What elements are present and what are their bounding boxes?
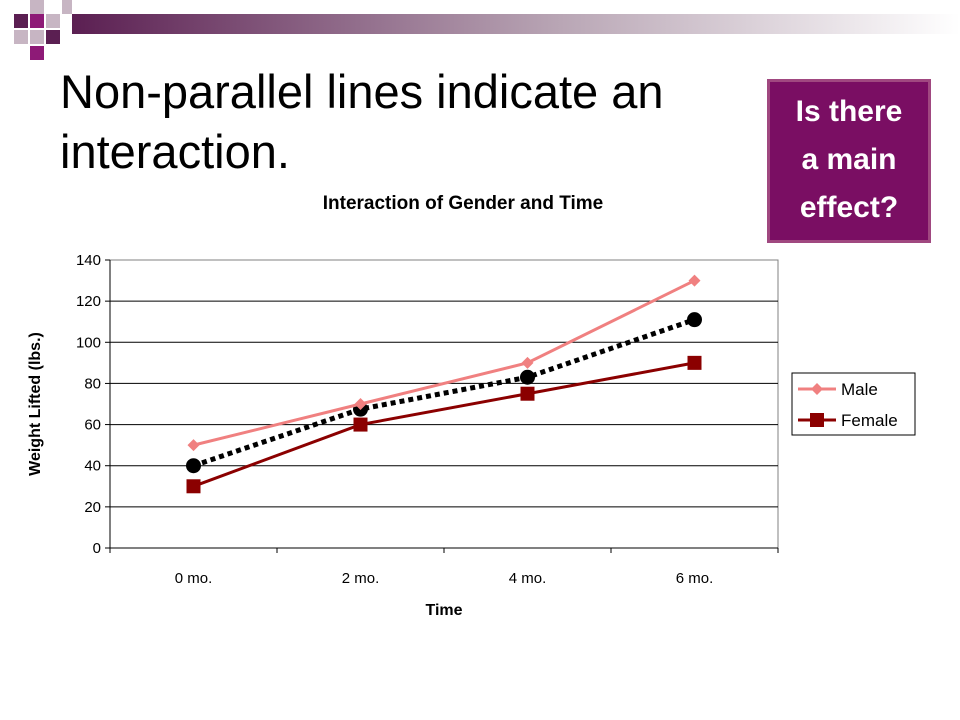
data-point-diamond <box>187 439 200 452</box>
data-point-diamond <box>521 356 534 369</box>
decoration-square <box>30 46 44 60</box>
series-lines <box>186 274 702 494</box>
x-axis-label: Time <box>425 602 462 619</box>
data-point-diamond <box>354 398 367 410</box>
y-tick-label: 20 <box>84 499 101 516</box>
data-point-circle <box>186 458 201 474</box>
series-line <box>192 361 695 488</box>
legend: Male Female <box>798 380 898 430</box>
data-point-circle <box>687 312 702 328</box>
y-tick-label: 100 <box>76 334 101 351</box>
data-point-square <box>687 355 702 370</box>
y-tick-label: 60 <box>84 417 101 434</box>
callout-line: a main <box>801 143 897 176</box>
decoration-square <box>30 30 44 44</box>
main-effect-callout: Is there a main effect? <box>767 79 931 243</box>
y-tick-label: 0 <box>93 540 101 557</box>
callout-line: Is there <box>795 95 903 128</box>
decoration-bar <box>72 14 960 34</box>
series-line <box>192 317 696 469</box>
data-point-diamond <box>811 383 823 395</box>
legend-label: Male <box>841 380 878 399</box>
chart-title: Interaction of Gender and Time <box>323 193 603 214</box>
axes: 0 20 40 60 80 100 120 140 0 mo. 2 mo. 4 mo. 6 mo. <box>76 252 779 587</box>
slide-title-line: Non-parallel lines indicate an <box>60 65 664 118</box>
plot-area <box>109 259 779 549</box>
slide-title-line: interaction. <box>60 125 290 178</box>
series-line <box>193 279 696 447</box>
data-point-circle <box>520 369 535 385</box>
x-tick-label: 2 mo. <box>342 570 380 587</box>
y-tick-label: 140 <box>76 252 101 269</box>
data-point-diamond <box>688 274 701 287</box>
legend-label: Female <box>841 411 898 430</box>
decoration-square <box>14 14 28 28</box>
decoration-square <box>30 14 44 28</box>
title-decoration <box>14 0 960 60</box>
decoration-square <box>14 30 28 44</box>
decoration-square <box>46 14 60 28</box>
decoration-square <box>30 0 44 14</box>
y-tick-label: 120 <box>76 293 101 310</box>
data-point-square <box>353 417 368 432</box>
decoration-square <box>62 0 72 14</box>
gridlines <box>110 300 778 508</box>
callout-line: effect? <box>799 191 899 224</box>
data-point-square <box>810 413 824 427</box>
y-tick-label: 80 <box>84 375 101 392</box>
y-tick-label: 40 <box>84 458 101 475</box>
decoration-square <box>46 30 60 44</box>
y-axis-label: Weight Lifted (lbs.) <box>27 332 44 476</box>
slide-title: Non-parallel lines indicate an interacti… <box>60 62 664 182</box>
x-tick-label: 6 mo. <box>676 570 714 587</box>
x-tick-label: 4 mo. <box>509 570 547 587</box>
data-point-square <box>186 479 201 494</box>
x-tick-label: 0 mo. <box>175 570 213 587</box>
data-point-square <box>520 386 535 401</box>
